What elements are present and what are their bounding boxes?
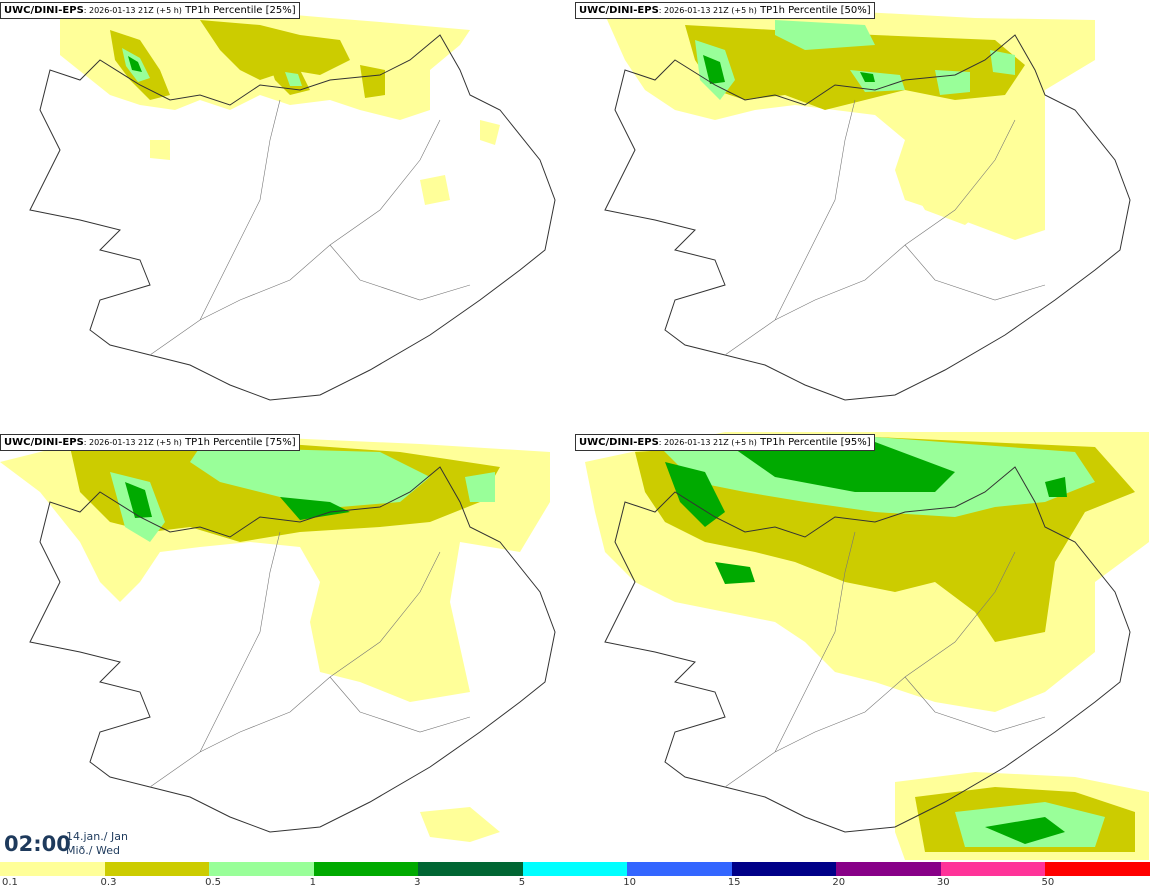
model-name: UWC/DINI-EPS	[579, 5, 659, 16]
field-name: TP1h Percentile [50%]	[760, 5, 871, 16]
precip-field	[0, 437, 550, 842]
colorbar-segment	[0, 862, 105, 876]
field-name: TP1h Percentile [75%]	[185, 437, 296, 448]
run-info: : 2026-01-13 21Z (+5 h)	[83, 438, 182, 447]
colorbar-label: 50	[1041, 877, 1055, 888]
run-info: : 2026-01-13 21Z (+5 h)	[658, 438, 757, 447]
roads	[724, 99, 1046, 356]
colorbar-label: 0.1	[2, 877, 18, 888]
precip-field	[60, 5, 500, 205]
iceland-coastline	[604, 466, 1131, 833]
iceland-coastline	[604, 34, 1131, 401]
colorbar-segment	[940, 862, 1046, 876]
model-name: UWC/DINI-EPS	[579, 437, 659, 448]
colorbar-label: 30	[936, 877, 950, 888]
colorbar-label: 20	[832, 877, 846, 888]
colorbar-segment	[1045, 862, 1150, 876]
roads	[149, 531, 471, 788]
colorbar-label: 10	[623, 877, 636, 888]
precip-field	[585, 432, 1149, 860]
precip-field	[605, 5, 1095, 240]
colorbar-segment	[313, 862, 419, 876]
colorbar-label: 15	[727, 877, 741, 888]
valid-date-line2: Mið./ Wed	[66, 844, 120, 857]
roads	[149, 99, 471, 356]
colorbar	[0, 862, 1150, 876]
valid-date: 14.jan./ Jan Mið./ Wed	[66, 830, 128, 858]
iceland-coastline	[29, 466, 556, 833]
valid-time: 02:00	[4, 832, 71, 856]
panel-title: UWC/DINI-EPS: 2026-01-13 21Z (+5 h) TP1h…	[0, 2, 300, 19]
iceland-coastline	[29, 34, 556, 401]
precip-map	[585, 432, 1149, 860]
map-panel-50: UWC/DINI-EPS: 2026-01-13 21Z (+5 h) TP1h…	[575, 0, 1149, 428]
precip-map	[29, 5, 556, 401]
colorbar-segment	[522, 862, 628, 876]
colorbar-segment	[836, 862, 941, 876]
colorbar-segment	[731, 862, 837, 876]
panel-title: UWC/DINI-EPS: 2026-01-13 21Z (+5 h) TP1h…	[0, 434, 300, 451]
colorbar-label: 0.5	[205, 877, 221, 888]
map-panel-25: UWC/DINI-EPS: 2026-01-13 21Z (+5 h) TP1h…	[0, 0, 574, 428]
map-panel-75: UWC/DINI-EPS: 2026-01-13 21Z (+5 h) TP1h…	[0, 432, 574, 860]
colorbar-label: 1	[309, 877, 316, 888]
roads	[724, 531, 1046, 788]
panel-title: UWC/DINI-EPS: 2026-01-13 21Z (+5 h) TP1h…	[575, 434, 875, 451]
model-name: UWC/DINI-EPS	[4, 5, 84, 16]
colorbar-label: 5	[518, 877, 526, 888]
field-name: TP1h Percentile [25%]	[185, 5, 296, 16]
valid-date-line1: 14.jan./ Jan	[66, 830, 128, 843]
colorbar-segment	[104, 862, 210, 876]
colorbar-segment	[418, 862, 523, 876]
precip-map	[604, 5, 1131, 401]
colorbar-label: 0.3	[100, 877, 117, 888]
panel-title: UWC/DINI-EPS: 2026-01-13 21Z (+5 h) TP1h…	[575, 2, 875, 19]
colorbar-segment	[209, 862, 314, 876]
map-panel-95: UWC/DINI-EPS: 2026-01-13 21Z (+5 h) TP1h…	[575, 432, 1149, 860]
run-info: : 2026-01-13 21Z (+5 h)	[83, 6, 182, 15]
precip-map	[0, 437, 556, 842]
model-name: UWC/DINI-EPS	[4, 437, 84, 448]
valid-time-box: 02:00 14.jan./ Jan Mið./ Wed	[0, 826, 140, 860]
colorbar-segment	[627, 862, 732, 876]
colorbar-label: 3	[414, 877, 421, 888]
colorbar-labels: 0.1 0.3 0.5 1 3 5 10 15 20 30 50	[0, 877, 1150, 891]
field-name: TP1h Percentile [95%]	[760, 437, 871, 448]
run-info: : 2026-01-13 21Z (+5 h)	[658, 6, 757, 15]
